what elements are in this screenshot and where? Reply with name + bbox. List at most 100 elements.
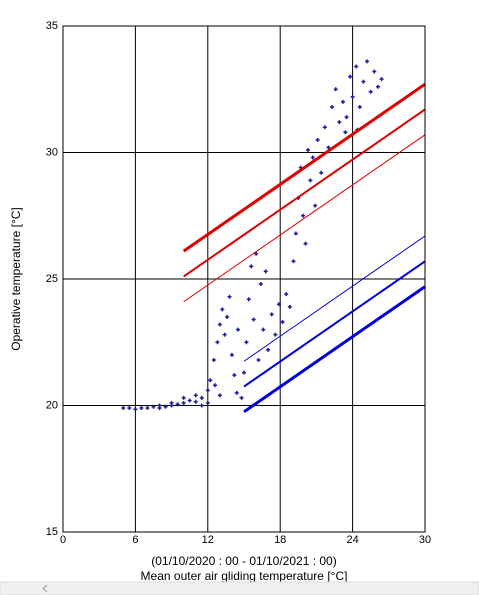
comfort-line <box>243 285 426 414</box>
data-point <box>229 352 234 357</box>
data-point <box>127 406 132 411</box>
data-point <box>319 170 324 175</box>
data-point <box>121 406 126 411</box>
y-tick-label: 20 <box>46 399 58 411</box>
data-point <box>343 130 348 135</box>
data-point <box>276 302 281 307</box>
data-point <box>258 282 263 287</box>
x-tick-label: 24 <box>346 534 358 546</box>
data-point <box>225 314 230 319</box>
x-axis-label: Mean outer air gliding temperature [°C] <box>141 569 348 583</box>
data-point <box>322 125 327 130</box>
data-point <box>303 241 308 246</box>
x-tick-label: 30 <box>419 534 431 546</box>
comfort-line <box>183 134 426 303</box>
data-point <box>163 404 168 409</box>
comfort-line <box>182 82 426 253</box>
data-point <box>357 104 362 109</box>
data-point <box>368 89 373 94</box>
data-point <box>199 395 204 400</box>
data-point <box>254 251 259 256</box>
data-point <box>187 398 192 403</box>
scroll-left-arrow[interactable] <box>42 584 48 593</box>
data-point <box>235 327 240 332</box>
data-point <box>337 120 342 125</box>
comfort-line <box>243 235 426 362</box>
data-point <box>340 99 345 104</box>
data-point <box>379 77 384 82</box>
data-point <box>199 403 204 408</box>
data-point <box>350 94 355 99</box>
data-point <box>193 393 198 398</box>
comfort-line <box>183 108 426 278</box>
data-point <box>301 213 306 218</box>
y-tick-label: 35 <box>46 20 58 32</box>
data-point <box>193 399 198 404</box>
data-point <box>242 370 246 375</box>
x-tick-label: 12 <box>202 534 214 546</box>
data-point <box>291 259 296 264</box>
data-point <box>222 332 227 337</box>
data-point <box>157 403 162 408</box>
scrollbar[interactable] <box>0 581 479 595</box>
data-point <box>326 145 331 150</box>
data-point <box>266 347 271 352</box>
x-tick-label: 18 <box>274 534 286 546</box>
data-point <box>293 231 298 236</box>
data-point <box>287 304 292 309</box>
data-point <box>375 84 380 89</box>
y-tick-label: 15 <box>46 526 58 538</box>
data-point <box>361 79 366 84</box>
data-point <box>239 395 244 400</box>
data-point <box>315 137 320 142</box>
data-point <box>256 357 261 362</box>
data-point <box>232 373 237 378</box>
x-tick-label: 0 <box>60 534 66 546</box>
data-point <box>227 294 232 299</box>
data-point <box>217 393 222 398</box>
data-point <box>365 59 370 64</box>
data-point <box>244 340 249 345</box>
data-point <box>139 406 144 411</box>
data-point <box>215 340 220 345</box>
data-point <box>211 357 216 362</box>
data-point <box>175 402 180 407</box>
data-point <box>354 64 359 69</box>
x-tick-label: 6 <box>132 534 138 546</box>
data-point <box>181 395 186 400</box>
data-point <box>308 178 313 183</box>
data-point <box>151 404 156 409</box>
data-point <box>169 400 174 405</box>
data-point <box>145 406 150 411</box>
data-point <box>234 390 239 395</box>
x-label-line1: (01/10/2020 : 00 - 01/10/2021 : 00) <box>151 554 336 568</box>
data-point <box>246 297 251 302</box>
data-point <box>284 292 289 297</box>
data-point <box>372 69 377 74</box>
data-point <box>208 378 213 383</box>
data-point <box>251 317 256 322</box>
data-point <box>348 74 353 79</box>
plot-frame <box>62 25 426 533</box>
data-point <box>213 383 218 388</box>
y-tick-label: 25 <box>46 273 58 285</box>
data-point <box>280 320 285 325</box>
data-point <box>273 332 278 337</box>
data-point <box>205 400 210 405</box>
data-point <box>261 327 266 332</box>
data-point <box>217 322 222 327</box>
comfort-line <box>243 260 426 388</box>
data-point <box>310 155 315 160</box>
data-point <box>249 264 254 269</box>
data-point <box>220 307 225 312</box>
data-point <box>269 312 274 317</box>
data-point <box>263 269 268 274</box>
data-point <box>305 147 310 152</box>
data-point <box>181 400 186 405</box>
data-point <box>344 115 349 120</box>
data-point <box>133 407 138 412</box>
data-point <box>205 388 210 393</box>
